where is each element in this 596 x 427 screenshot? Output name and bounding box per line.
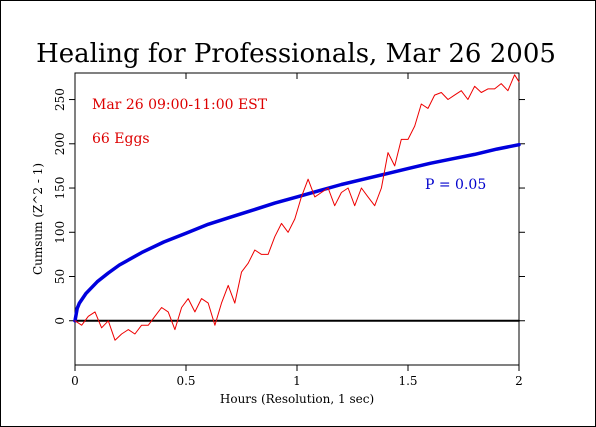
x-tick-label: 0.5 <box>176 374 195 388</box>
x-tick-label: 2 <box>515 374 523 388</box>
x-tick-label: 1 <box>293 374 301 388</box>
p-0.05-envelope-line <box>73 142 521 323</box>
annotation-date-range: Mar 26 09:00-11:00 EST <box>92 97 268 113</box>
series-layer <box>73 74 521 341</box>
y-tick-label: 250 <box>53 88 67 111</box>
x-axis-ticks: 0 0.5 1 1.5 2 <box>71 73 523 388</box>
y-tick-label: 200 <box>53 132 67 155</box>
x-tick-label: 0 <box>71 374 79 388</box>
annotation-egg-count: 66 Eggs <box>92 131 150 147</box>
y-tick-label: 150 <box>53 177 67 200</box>
annotation-p-value: P = 0.05 <box>425 177 486 193</box>
chart-title: Healing for Professionals, Mar 26 2005 <box>36 39 556 69</box>
y-axis-ticks: 0 50 100 150 200 250 <box>53 88 525 325</box>
y-tick-label: 0 <box>53 317 67 325</box>
y-tick-label: 100 <box>53 221 67 244</box>
y-tick-label: 50 <box>53 269 67 284</box>
x-axis-label: Hours (Resolution, 1 sec) <box>220 392 374 406</box>
y-axis-label: Cumsum (Z^2 - 1) <box>31 163 45 275</box>
cumulative-deviation-line <box>74 74 520 341</box>
x-tick-label: 1.5 <box>398 374 417 388</box>
